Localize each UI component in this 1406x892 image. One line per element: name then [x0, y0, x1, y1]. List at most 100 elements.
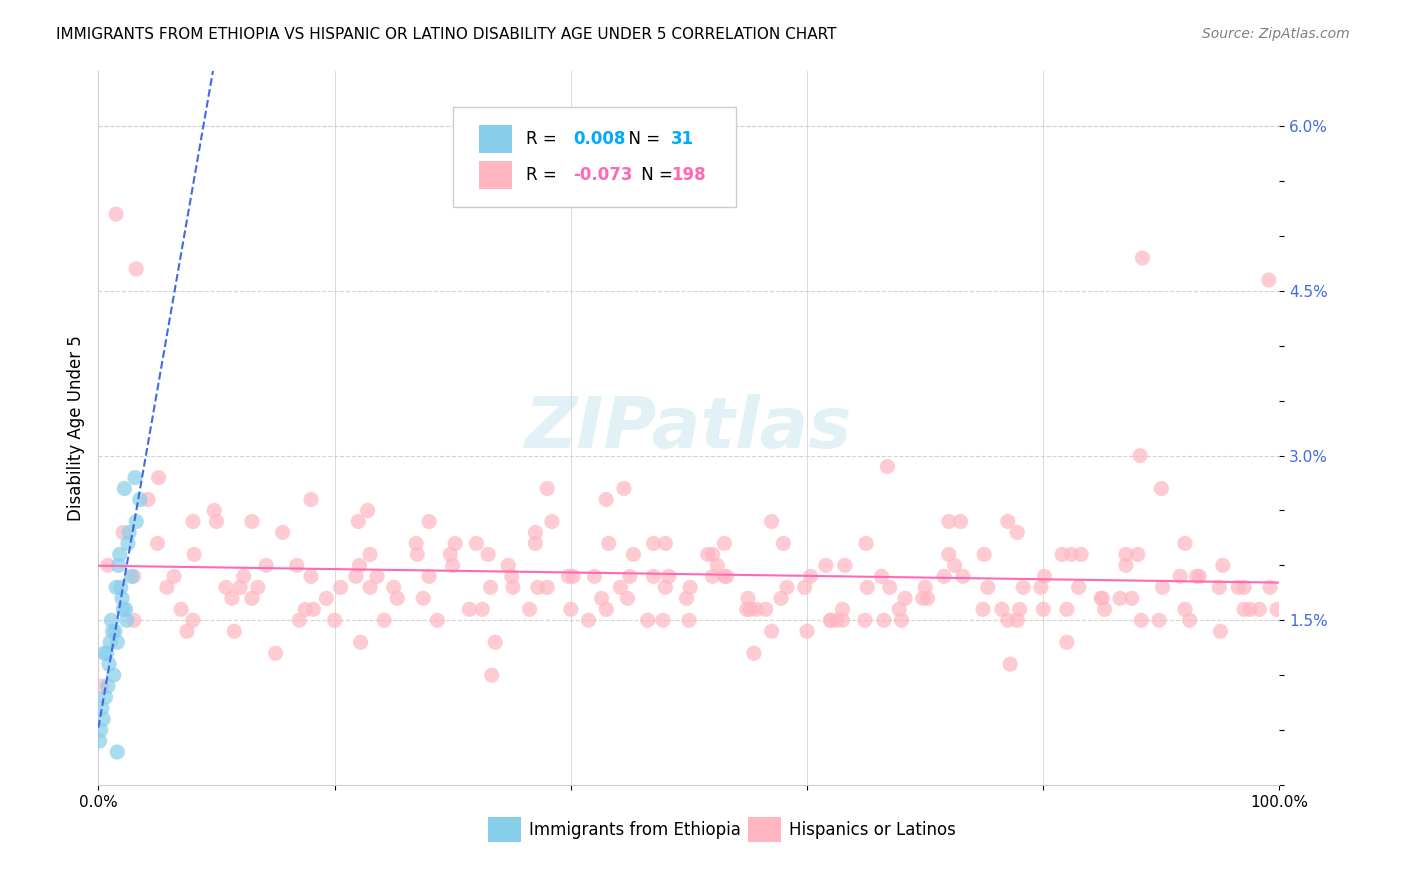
- Point: [1050, 548, 1073, 562]
- Point: [643, 536, 665, 550]
- Point: [1007, 613, 1029, 627]
- Point: [418, 515, 440, 529]
- Point: [229, 580, 252, 594]
- Point: [163, 569, 186, 583]
- Text: 198: 198: [671, 166, 706, 184]
- Point: [359, 580, 381, 594]
- Point: [1090, 591, 1112, 606]
- Text: R =: R =: [526, 130, 562, 148]
- Point: [755, 602, 778, 616]
- Point: [997, 515, 1019, 529]
- Point: [299, 569, 322, 583]
- Point: [831, 602, 853, 616]
- Text: Immigrants from Ethiopia: Immigrants from Ethiopia: [530, 821, 741, 838]
- Point: [382, 580, 405, 594]
- FancyBboxPatch shape: [453, 107, 737, 207]
- Point: [254, 558, 277, 573]
- Point: [1070, 548, 1092, 562]
- Point: [1188, 569, 1211, 583]
- Point: [246, 580, 269, 594]
- Point: [359, 548, 381, 562]
- Point: [101, 624, 124, 639]
- Point: [96, 646, 118, 660]
- Point: [124, 470, 146, 484]
- Point: [125, 515, 148, 529]
- Point: [796, 624, 818, 639]
- Point: [831, 613, 853, 627]
- Point: [347, 515, 370, 529]
- Point: [973, 548, 995, 562]
- Point: [98, 635, 121, 649]
- Text: Source: ZipAtlas.com: Source: ZipAtlas.com: [1202, 27, 1350, 41]
- Point: [998, 657, 1021, 672]
- Point: [1126, 548, 1149, 562]
- Point: [105, 207, 128, 221]
- Point: [240, 591, 263, 606]
- Point: [349, 558, 371, 573]
- Point: [740, 602, 762, 616]
- Point: [344, 569, 367, 583]
- Point: [591, 591, 613, 606]
- Point: [1147, 613, 1170, 627]
- Point: [1130, 613, 1153, 627]
- Point: [652, 613, 675, 627]
- Point: [1227, 580, 1250, 594]
- Point: [118, 525, 141, 540]
- Point: [943, 558, 966, 573]
- FancyBboxPatch shape: [478, 161, 512, 189]
- Point: [105, 580, 128, 594]
- Point: [294, 602, 316, 616]
- Point: [890, 613, 912, 627]
- Point: [560, 602, 582, 616]
- Point: [406, 548, 429, 562]
- Point: [776, 580, 799, 594]
- Point: [302, 602, 325, 616]
- Text: -0.073: -0.073: [574, 166, 633, 184]
- Point: [232, 569, 254, 583]
- Point: [1239, 602, 1261, 616]
- Point: [643, 569, 665, 583]
- Point: [183, 548, 205, 562]
- Point: [221, 591, 243, 606]
- Point: [609, 580, 631, 594]
- Point: [170, 602, 193, 616]
- Point: [770, 591, 793, 606]
- Point: [1115, 558, 1137, 573]
- Point: [1258, 580, 1281, 594]
- FancyBboxPatch shape: [488, 817, 522, 842]
- Text: IMMIGRANTS FROM ETHIOPIA VS HISPANIC OR LATINO DISABILITY AGE UNDER 5 CORRELATIO: IMMIGRANTS FROM ETHIOPIA VS HISPANIC OR …: [56, 27, 837, 42]
- Point: [735, 602, 758, 616]
- Text: 31: 31: [671, 130, 695, 148]
- Point: [264, 646, 287, 660]
- Point: [426, 613, 449, 627]
- Point: [125, 262, 148, 277]
- Point: [856, 580, 879, 594]
- Point: [578, 613, 600, 627]
- Point: [1129, 449, 1152, 463]
- Point: [911, 591, 934, 606]
- Point: [122, 569, 145, 583]
- Point: [373, 613, 395, 627]
- Point: [357, 503, 380, 517]
- Point: [1178, 613, 1201, 627]
- Y-axis label: Disability Age Under 5: Disability Age Under 5: [66, 335, 84, 521]
- Point: [873, 613, 896, 627]
- Point: [366, 569, 388, 583]
- Point: [202, 503, 225, 517]
- Point: [146, 536, 169, 550]
- Point: [105, 745, 128, 759]
- Point: [894, 591, 917, 606]
- Point: [793, 580, 815, 594]
- Point: [772, 536, 794, 550]
- Point: [696, 548, 718, 562]
- Point: [519, 602, 541, 616]
- Point: [1174, 602, 1197, 616]
- Point: [181, 613, 204, 627]
- Point: [89, 734, 111, 748]
- Point: [1233, 602, 1256, 616]
- Point: [465, 536, 488, 550]
- Point: [1265, 602, 1288, 616]
- Point: [1109, 591, 1132, 606]
- Point: [115, 613, 138, 627]
- Point: [654, 580, 676, 594]
